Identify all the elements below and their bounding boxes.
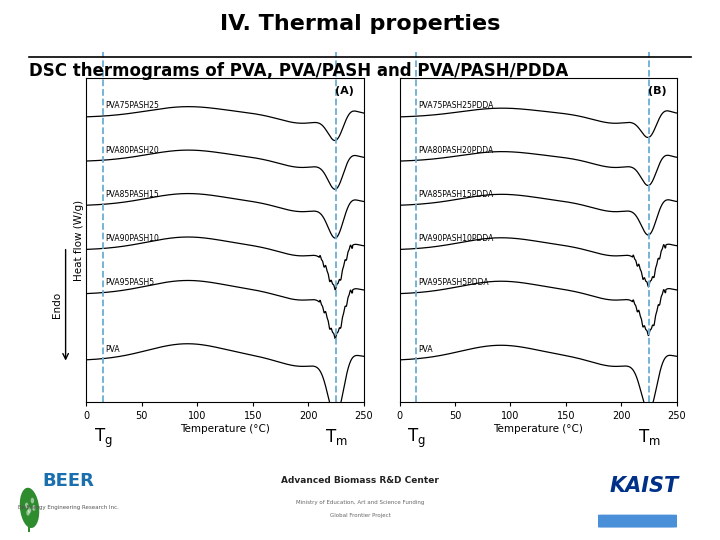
Text: Endo: Endo [53,292,63,318]
Text: PVA90PASH10PDDA: PVA90PASH10PDDA [418,234,494,243]
Text: PVA75PASH25PDDA: PVA75PASH25PDDA [418,102,494,110]
Text: Global Frontier Project: Global Frontier Project [330,513,390,518]
Circle shape [32,505,35,511]
Text: PVA90PASH10: PVA90PASH10 [105,234,159,243]
Text: $\mathregular{T_g}$: $\mathregular{T_g}$ [407,427,426,450]
Circle shape [31,498,34,503]
Text: KAIST: KAIST [610,476,679,496]
Circle shape [27,510,30,516]
Text: PVA95PASH5: PVA95PASH5 [105,278,154,287]
Circle shape [28,508,31,513]
Text: $\mathregular{T_m}$: $\mathregular{T_m}$ [325,427,347,447]
FancyBboxPatch shape [593,515,681,528]
Bar [28,523,30,532]
Text: PVA75PASH25: PVA75PASH25 [105,102,159,110]
Text: $\mathregular{T_m}$: $\mathregular{T_m}$ [638,427,660,447]
Text: PVA85PASH15: PVA85PASH15 [105,190,159,199]
Y-axis label: Heat flow (W/g): Heat flow (W/g) [73,200,84,281]
Text: Advanced Biomass R&D Center: Advanced Biomass R&D Center [281,476,439,485]
Text: BioEnergy Engineering Research Inc.: BioEnergy Engineering Research Inc. [18,505,119,510]
Circle shape [25,503,28,508]
Text: PVA95PASH5PDDA: PVA95PASH5PDDA [418,278,489,287]
Text: Ministry of Education, Art and Science Funding: Ministry of Education, Art and Science F… [296,500,424,505]
Text: PVA80PASH20PDDA: PVA80PASH20PDDA [418,146,494,154]
X-axis label: Temperature (°C): Temperature (°C) [180,424,270,434]
Text: (B): (B) [649,86,667,97]
Text: (A): (A) [335,86,354,97]
Text: PVA80PASH20: PVA80PASH20 [105,146,159,154]
Text: PVA: PVA [418,345,433,354]
Text: DSC thermograms of PVA, PVA/PASH and PVA/PASH/PDDA: DSC thermograms of PVA, PVA/PASH and PVA… [29,62,568,80]
Text: $\mathregular{T_g}$: $\mathregular{T_g}$ [94,427,112,450]
Ellipse shape [19,488,40,528]
Text: PVA85PASH15PDDA: PVA85PASH15PDDA [418,190,494,199]
Text: PVA: PVA [105,345,120,354]
Text: BEER: BEER [42,471,94,490]
Text: IV. Thermal properties: IV. Thermal properties [220,14,500,33]
X-axis label: Temperature (°C): Temperature (°C) [493,424,583,434]
